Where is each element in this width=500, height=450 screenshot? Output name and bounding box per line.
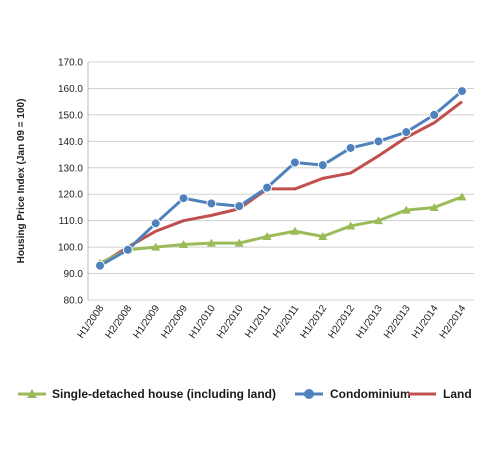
legend-item: Land [408,387,472,401]
data-point [373,216,383,225]
x-tick-label: H1/2011 [243,303,274,340]
x-tick-label: H2/2009 [159,303,190,341]
data-point [289,157,300,168]
legend: Single-detached house (including land) Co… [18,387,472,401]
series-line [99,100,463,266]
y-tick-label: 80.0 [64,296,84,307]
y-axis-label: Housing Price Index (Jan 09 = 100) [16,99,27,264]
y-tick-label: 110.0 [59,216,84,227]
x-tick-label: H1/2013 [354,303,385,341]
legend-label: Single-detached house (including land) [52,387,276,401]
series-1 [95,86,467,271]
x-tick-label: H1/2009 [131,303,162,341]
data-point [122,244,133,255]
data-point [429,202,439,211]
data-point [318,232,328,241]
y-tick-labels: 80.0 90.0 100.0 110.0 120.0 130.0 140.0 150.0 16… [58,58,83,307]
data-point [206,238,216,247]
data-point [373,136,384,147]
x-tick-labels: H1/2008H2/2008H1/2009H2/2009H1/2010H2/20… [76,303,469,341]
x-tick-label: H1/2010 [187,303,218,341]
data-point [290,226,300,235]
data-point [429,109,440,120]
x-tick-label: H1/2012 [299,303,330,341]
data-point [317,160,328,171]
y-tick-label: 90.0 [64,269,84,280]
y-tick-label: 120.0 [58,190,83,201]
data-point [151,242,161,251]
series-2 [99,100,463,266]
y-tick-label: 140.0 [58,137,83,148]
data-point [345,142,356,153]
legend-item: Single-detached house (including land) [18,387,276,401]
legend-label: Condominium [330,387,411,401]
data-point [457,86,467,97]
x-tick-label: H1/2008 [76,303,107,341]
data-point [262,232,272,241]
data-point [457,192,467,201]
legend-marker [27,389,37,398]
data-point [234,201,245,212]
x-tick-label: H1/2014 [410,303,441,341]
data-point [401,205,411,214]
x-tick-label: H2/2010 [215,303,246,341]
data-point [234,238,244,247]
data-point [179,239,189,248]
y-tick-label: 150.0 [58,110,83,121]
legend-label: Land [443,387,472,401]
legend-marker [304,389,314,399]
x-tick-label: H2/2011 [271,303,302,340]
x-tick-label: H2/2012 [326,303,357,341]
y-tick-label: 170.0 [58,58,83,69]
data-point [206,198,217,209]
y-tick-label: 100.0 [58,243,83,254]
plot-area [88,62,474,300]
series-line [99,195,463,265]
y-tick-label: 160.0 [58,84,83,95]
x-tick-label: H2/2014 [438,303,469,341]
data-point [95,260,105,271]
data-point [178,193,189,204]
data-point [262,182,273,193]
data-point [401,127,412,138]
y-tick-label: 130.0 [58,163,83,174]
x-tick-label: H2/2013 [382,303,413,341]
series-group [95,86,467,271]
data-point [150,218,161,229]
data-point [346,221,356,230]
legend-item: Condominium [295,387,411,401]
x-tick-label: H2/2008 [104,303,135,341]
